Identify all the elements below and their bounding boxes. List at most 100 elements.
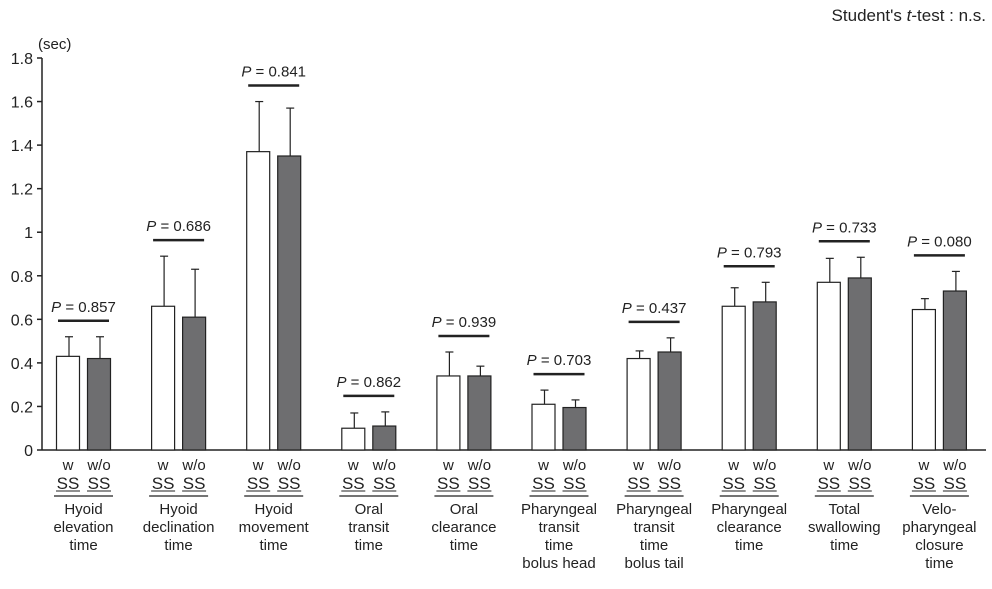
- bar: [86, 357, 112, 451]
- bar-top-label: w/o: [277, 457, 301, 474]
- p-value-label: P = 0.686: [146, 218, 211, 235]
- bar-bottom-label: SS: [753, 474, 776, 493]
- category-label: Pharyngeal: [616, 501, 692, 518]
- bar-bottom-label: SS: [468, 474, 491, 493]
- bar-top-label: w/o: [847, 457, 871, 474]
- category-label: time: [260, 537, 288, 554]
- bar-top-label: w/o: [467, 457, 491, 474]
- category-label: time: [450, 537, 478, 554]
- category-label: swallowing: [808, 519, 881, 536]
- bar-bottom-label: SS: [817, 474, 840, 493]
- y-tick-label: 1.8: [11, 51, 33, 68]
- category-label: transit: [348, 519, 390, 536]
- bar-bottom-label: SS: [183, 474, 206, 493]
- bar-bottom-label: SS: [57, 474, 80, 493]
- bar-top-label: w: [347, 457, 359, 474]
- y-tick-label: 1: [24, 225, 33, 242]
- p-value-label: P = 0.703: [527, 352, 592, 369]
- bar: [721, 305, 746, 451]
- bar: [562, 406, 587, 451]
- bar-top-label: w: [442, 457, 454, 474]
- p-value-label: P = 0.080: [907, 233, 972, 250]
- bar: [277, 155, 302, 451]
- bar-bottom-label: SS: [88, 474, 111, 493]
- bar: [531, 403, 556, 451]
- category-label: Pharyngeal: [521, 501, 597, 518]
- category-label: bolus head: [522, 555, 595, 572]
- bar-bottom-label: SS: [532, 474, 555, 493]
- y-tick-label: 0.2: [11, 399, 33, 416]
- bar-top-label: w/o: [372, 457, 396, 474]
- note-suffix: -test : n.s.: [911, 6, 986, 25]
- bar: [847, 277, 872, 451]
- bar-bottom-label: SS: [848, 474, 871, 493]
- statistics-note: Student's t-test : n.s.: [832, 6, 986, 26]
- p-value-label: P = 0.939: [432, 314, 497, 331]
- category-label: clearance: [717, 519, 782, 536]
- bar-bottom-label: SS: [627, 474, 650, 493]
- bar-top-label: w: [157, 457, 169, 474]
- p-value-label: P = 0.793: [717, 244, 782, 261]
- category-label: transit: [539, 519, 581, 536]
- category-label: Pharyngeal: [711, 501, 787, 518]
- category-label: time: [640, 537, 668, 554]
- category-label: declination: [143, 519, 215, 536]
- bar-top-label: w: [632, 457, 644, 474]
- y-tick-label: 1.2: [11, 182, 33, 199]
- bar: [911, 308, 937, 451]
- category-label: Velo-: [922, 501, 956, 518]
- category-label: Hyoid: [159, 501, 197, 518]
- bar: [341, 427, 366, 451]
- category-label: closure: [915, 537, 963, 554]
- bar-bottom-label: SS: [563, 474, 586, 493]
- y-tick-label: 0.8: [11, 269, 33, 286]
- p-value-label: P = 0.862: [336, 374, 401, 391]
- bar: [626, 357, 651, 451]
- bar-top-label: w/o: [181, 457, 205, 474]
- category-label: Oral: [450, 501, 478, 518]
- note-italic: t: [906, 6, 912, 25]
- bar-top-label: w/o: [752, 457, 776, 474]
- category-label: elevation: [53, 519, 113, 536]
- category-label: time: [355, 537, 383, 554]
- p-value-label: P = 0.733: [812, 219, 877, 236]
- bar-bottom-label: SS: [247, 474, 270, 493]
- category-label: time: [735, 537, 763, 554]
- category-label: transit: [634, 519, 676, 536]
- category-label: Total: [828, 501, 860, 518]
- bar: [752, 301, 777, 451]
- bar-top-label: w: [537, 457, 549, 474]
- bar-top-label: w: [917, 457, 929, 474]
- bar-top-label: w: [252, 457, 264, 474]
- category-label: time: [545, 537, 573, 554]
- bar: [182, 316, 207, 451]
- bar-bottom-label: SS: [658, 474, 681, 493]
- bar: [55, 355, 81, 451]
- bar-bottom-label: SS: [152, 474, 175, 493]
- bar: [372, 425, 397, 451]
- category-label: time: [830, 537, 858, 554]
- bar: [816, 281, 841, 451]
- category-label: pharyngeal: [902, 519, 976, 536]
- bar: [151, 305, 176, 451]
- bar: [436, 375, 461, 451]
- y-axis-label: (sec): [38, 36, 71, 53]
- bar: [467, 375, 492, 451]
- y-tick-label: 0.6: [11, 312, 33, 329]
- category-label: movement: [239, 519, 310, 536]
- bar-top-label: w/o: [942, 457, 966, 474]
- category-label: Hyoid: [255, 501, 293, 518]
- bar: [657, 351, 682, 451]
- category-label: clearance: [431, 519, 496, 536]
- p-value-label: P = 0.857: [51, 299, 116, 316]
- bar-bottom-label: SS: [373, 474, 396, 493]
- bar-bottom-label: SS: [944, 474, 967, 493]
- category-label: Hyoid: [64, 501, 102, 518]
- bar-bottom-label: SS: [342, 474, 365, 493]
- category-label: time: [164, 537, 192, 554]
- y-tick-label: 1.6: [11, 95, 33, 112]
- p-value-label: P = 0.841: [241, 64, 306, 81]
- note-prefix: Student's: [831, 6, 907, 25]
